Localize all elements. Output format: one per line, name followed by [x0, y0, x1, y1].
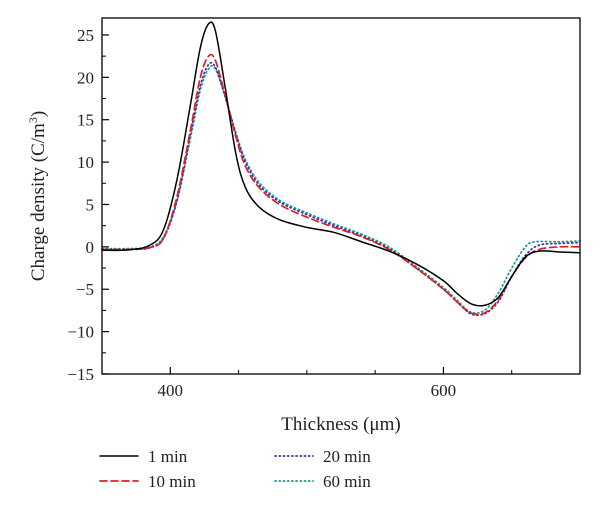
series-line-60-min	[101, 64, 581, 315]
y-axis-title: Charge density (C/m3)	[26, 111, 49, 281]
legend-label: 60 min	[323, 472, 371, 491]
y-axis-ticks: −15 −10 −5 0 5 10 15 20 25	[67, 26, 109, 384]
x-tick-label: 400	[158, 381, 184, 400]
series-line-20-min	[101, 61, 581, 317]
legend-label: 20 min	[323, 447, 371, 466]
series-layer	[101, 21, 581, 317]
y-tick-label: 0	[86, 238, 95, 257]
y-tick-label: −5	[76, 280, 94, 299]
legend-label: 1 min	[148, 447, 188, 466]
y-tick-label: 15	[77, 111, 94, 130]
legend-label: 10 min	[148, 472, 196, 491]
plot-area-frame	[101, 17, 581, 375]
y-tick-label: 5	[86, 195, 95, 214]
y-tick-label: 10	[77, 153, 94, 172]
y-tick-label: −15	[67, 365, 94, 384]
y-tick-label: −10	[67, 323, 94, 342]
y-tick-label: 25	[77, 26, 94, 45]
series-line-1-min	[101, 21, 581, 307]
x-axis-title: Thickness (μm)	[281, 414, 400, 435]
x-tick-label: 600	[431, 381, 457, 400]
x-axis-ticks: 400 600	[101, 367, 581, 400]
legend: 1 min 10 min 20 min 60 min	[99, 447, 371, 491]
series-line-10-min	[101, 53, 581, 316]
y-tick-label: 20	[77, 68, 94, 87]
